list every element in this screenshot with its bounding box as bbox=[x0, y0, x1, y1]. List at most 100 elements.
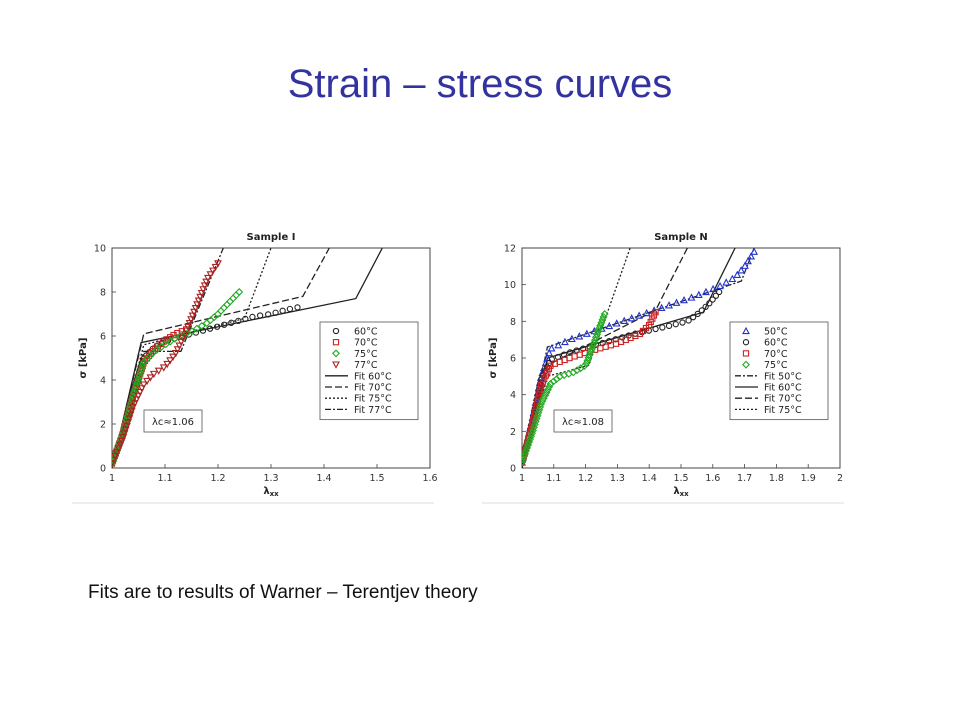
data-point bbox=[179, 335, 187, 343]
data-point bbox=[279, 307, 286, 314]
plot-area bbox=[522, 248, 759, 468]
x-axis-label: λxx bbox=[263, 486, 279, 498]
series-points-75c bbox=[522, 310, 609, 467]
data-point bbox=[649, 315, 656, 322]
data-point bbox=[575, 332, 584, 340]
data-point bbox=[170, 334, 179, 343]
chart-title: Sample I bbox=[247, 232, 296, 243]
series-fit-75-c bbox=[112, 248, 272, 468]
legend-marker bbox=[332, 327, 340, 335]
data-point bbox=[539, 378, 546, 386]
data-point bbox=[139, 381, 148, 389]
data-point bbox=[114, 445, 123, 453]
data-point bbox=[750, 248, 759, 255]
data-point bbox=[180, 331, 189, 339]
y-tick-label: 6 bbox=[510, 354, 516, 365]
data-point bbox=[635, 311, 644, 319]
data-point bbox=[689, 314, 697, 321]
data-point bbox=[537, 385, 544, 392]
data-point bbox=[702, 303, 709, 311]
x-tick-label: 1.8 bbox=[769, 473, 784, 484]
x-tick-label: 1.1 bbox=[157, 473, 172, 484]
data-point bbox=[612, 319, 621, 327]
data-point bbox=[213, 323, 221, 330]
data-point bbox=[685, 317, 692, 324]
data-point bbox=[173, 346, 182, 354]
y-tick-label: 10 bbox=[504, 280, 516, 291]
data-point bbox=[175, 342, 184, 350]
legend-label: Fit 60°C bbox=[764, 383, 802, 394]
data-point bbox=[132, 396, 141, 404]
data-point bbox=[687, 293, 696, 301]
data-point bbox=[737, 266, 746, 274]
data-point bbox=[545, 365, 553, 373]
data-point bbox=[712, 292, 720, 299]
data-point bbox=[709, 284, 717, 293]
data-point bbox=[171, 350, 180, 358]
data-point bbox=[256, 312, 264, 319]
chart-title: Sample N bbox=[654, 232, 708, 243]
data-point bbox=[665, 301, 673, 309]
y-axis: 0 2 4 6 8 10 bbox=[94, 244, 116, 475]
legend-box bbox=[319, 321, 419, 421]
data-point bbox=[680, 295, 688, 304]
data-point bbox=[652, 325, 659, 333]
data-point bbox=[716, 288, 723, 296]
data-point bbox=[544, 369, 551, 376]
data-point bbox=[161, 340, 170, 349]
y-tick-label: 4 bbox=[510, 390, 516, 401]
data-point bbox=[549, 377, 558, 386]
data-point bbox=[647, 318, 654, 326]
y-tick-label: 0 bbox=[100, 464, 106, 475]
data-point bbox=[235, 317, 242, 325]
data-point bbox=[728, 274, 737, 283]
data-point bbox=[709, 296, 716, 303]
x-tick-label: 1 bbox=[109, 473, 115, 484]
data-point bbox=[579, 345, 587, 352]
data-point bbox=[169, 353, 177, 361]
data-point bbox=[154, 367, 163, 375]
data-point bbox=[137, 385, 146, 393]
plot-area bbox=[112, 248, 383, 468]
legend-marker bbox=[332, 361, 340, 369]
x-tick-label: 1.3 bbox=[263, 473, 278, 484]
data-point bbox=[620, 316, 629, 324]
x-tick-label: 1.2 bbox=[210, 473, 225, 484]
data-point bbox=[722, 278, 731, 286]
data-point bbox=[163, 360, 172, 369]
legend-label: 70°C bbox=[354, 338, 378, 349]
data-point bbox=[129, 403, 137, 412]
legend-label: 60°C bbox=[354, 327, 378, 338]
x-tick-label: 1.4 bbox=[316, 473, 331, 484]
annotation-box bbox=[553, 409, 613, 433]
data-point bbox=[627, 314, 636, 322]
data-point bbox=[642, 308, 651, 317]
legend-label: 75°C bbox=[764, 360, 788, 371]
legend-label: Fit 60°C bbox=[354, 371, 392, 382]
x-tick-label: 1.4 bbox=[642, 473, 657, 484]
data-point bbox=[134, 392, 143, 400]
chart-sample-n: Sample N 1 1.1 1.2 1.3 1.4 1.5 1.6 1.7 1.8 1.9 2 0 2 4… bbox=[482, 232, 844, 504]
slide-caption: Fits are to results of Warner – Terentje… bbox=[88, 582, 478, 603]
data-point bbox=[679, 319, 686, 326]
slide-title: Strain – stress curves bbox=[287, 62, 673, 106]
data-point bbox=[228, 319, 235, 326]
data-point bbox=[202, 278, 211, 286]
data-point bbox=[143, 377, 151, 386]
lambda-annotation: λc≈1.08 bbox=[553, 409, 613, 433]
data-point bbox=[146, 348, 153, 356]
x-axis-label: λxx bbox=[673, 486, 689, 498]
data-point bbox=[112, 452, 120, 461]
data-point bbox=[136, 388, 145, 397]
legend-marker bbox=[742, 360, 750, 369]
data-point bbox=[605, 321, 614, 330]
legend-label: 70°C bbox=[764, 349, 788, 360]
data-point bbox=[650, 312, 658, 319]
data-point bbox=[192, 324, 201, 333]
data-point bbox=[744, 256, 752, 265]
legend-marker bbox=[742, 350, 750, 357]
lambda-annotation: λc≈1.06 bbox=[143, 409, 203, 433]
data-point bbox=[545, 348, 554, 357]
x-tick-label: 1 bbox=[519, 473, 525, 484]
